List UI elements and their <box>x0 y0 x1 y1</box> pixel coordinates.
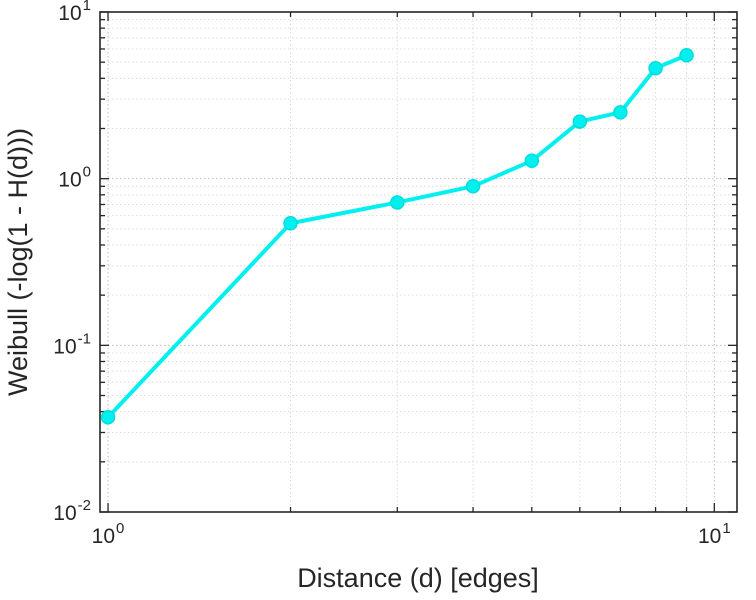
data-point <box>648 60 663 76</box>
y-tick-label: 101 <box>58 0 91 25</box>
axes-box <box>99 11 738 513</box>
data-point <box>283 216 298 231</box>
x-tick-label: 101 <box>698 520 731 548</box>
y-tick-label: 10-1 <box>53 330 91 358</box>
data-point <box>572 114 588 129</box>
y-tick-label: 100 <box>58 164 91 192</box>
data-point <box>613 105 628 120</box>
x-tick-label: 100 <box>92 520 125 548</box>
data-point <box>100 410 116 425</box>
data-point <box>465 179 481 194</box>
y-axis-label: Weibull (-log(1 - H(d))) <box>3 128 33 396</box>
x-axis-label: Distance (d) [edges] <box>297 563 539 593</box>
data-point <box>679 48 694 63</box>
y-tick-label: 10-2 <box>53 497 91 525</box>
data-point <box>524 153 540 169</box>
plot-layer: 100 101 10-2 10-1 100 101 <box>53 0 738 548</box>
data-point <box>390 195 405 210</box>
